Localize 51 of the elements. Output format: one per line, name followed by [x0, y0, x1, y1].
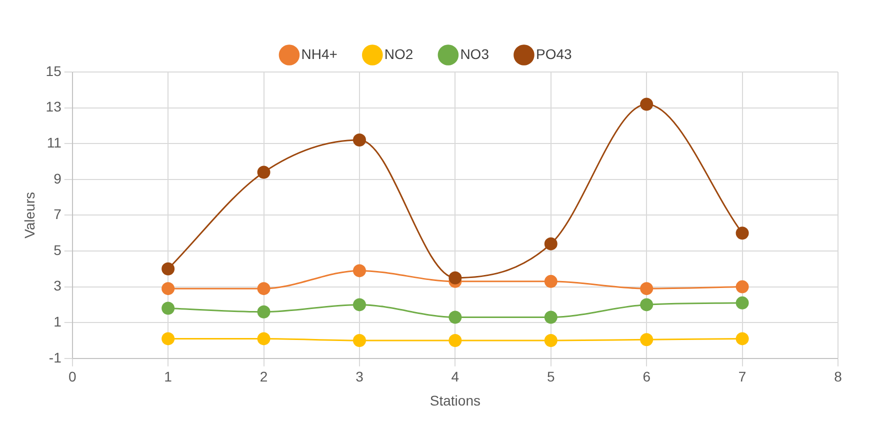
x-tick-label: 7 — [738, 368, 746, 385]
point — [640, 282, 654, 296]
x-tick-label: 2 — [260, 368, 268, 385]
x-tick-label: 4 — [451, 368, 460, 385]
legend-label: NH4+ — [301, 46, 338, 62]
x-axis-title: Stations — [430, 392, 480, 408]
x-tick-label: 3 — [356, 368, 364, 385]
x-tick-label: 5 — [546, 368, 555, 385]
point — [257, 166, 270, 179]
x-tick-label: 8 — [834, 368, 842, 385]
y-tick-label: 3 — [54, 278, 62, 294]
point — [352, 134, 366, 147]
x-tick-label: 6 — [642, 368, 651, 385]
point — [352, 334, 366, 347]
point — [736, 280, 749, 294]
point — [544, 274, 558, 288]
x-tick-label: 1 — [164, 368, 172, 385]
point — [448, 310, 462, 324]
y-tick-label: 7 — [54, 206, 62, 222]
point — [736, 332, 749, 346]
y-tick-label: 9 — [54, 170, 62, 186]
y-tick-label: 1 — [54, 313, 62, 330]
y-tick-label: 5 — [54, 242, 62, 258]
legend-label: NO3 — [460, 46, 490, 62]
y-tick-label: 15 — [46, 62, 62, 79]
point — [640, 98, 654, 111]
point — [162, 302, 175, 315]
legend-label: NO2 — [384, 46, 414, 62]
point — [544, 237, 558, 250]
point — [352, 264, 366, 278]
point — [640, 298, 654, 312]
point — [448, 271, 462, 284]
y-axis-title: Valeurs — [21, 192, 38, 238]
point — [736, 226, 749, 240]
point — [640, 333, 654, 346]
point — [162, 282, 175, 296]
y-tick-label: -1 — [48, 349, 62, 366]
point — [352, 298, 366, 312]
point — [257, 305, 270, 318]
point — [544, 310, 558, 324]
x-tick-label: 0 — [68, 368, 76, 385]
point — [448, 334, 462, 347]
point — [736, 296, 749, 310]
point — [257, 332, 270, 346]
y-tick-label: 11 — [46, 134, 62, 150]
legend-label: PO43 — [536, 46, 572, 62]
point — [544, 334, 558, 347]
point — [257, 282, 270, 296]
point — [162, 332, 175, 346]
point — [162, 262, 175, 276]
y-tick-label: 13 — [46, 98, 62, 115]
